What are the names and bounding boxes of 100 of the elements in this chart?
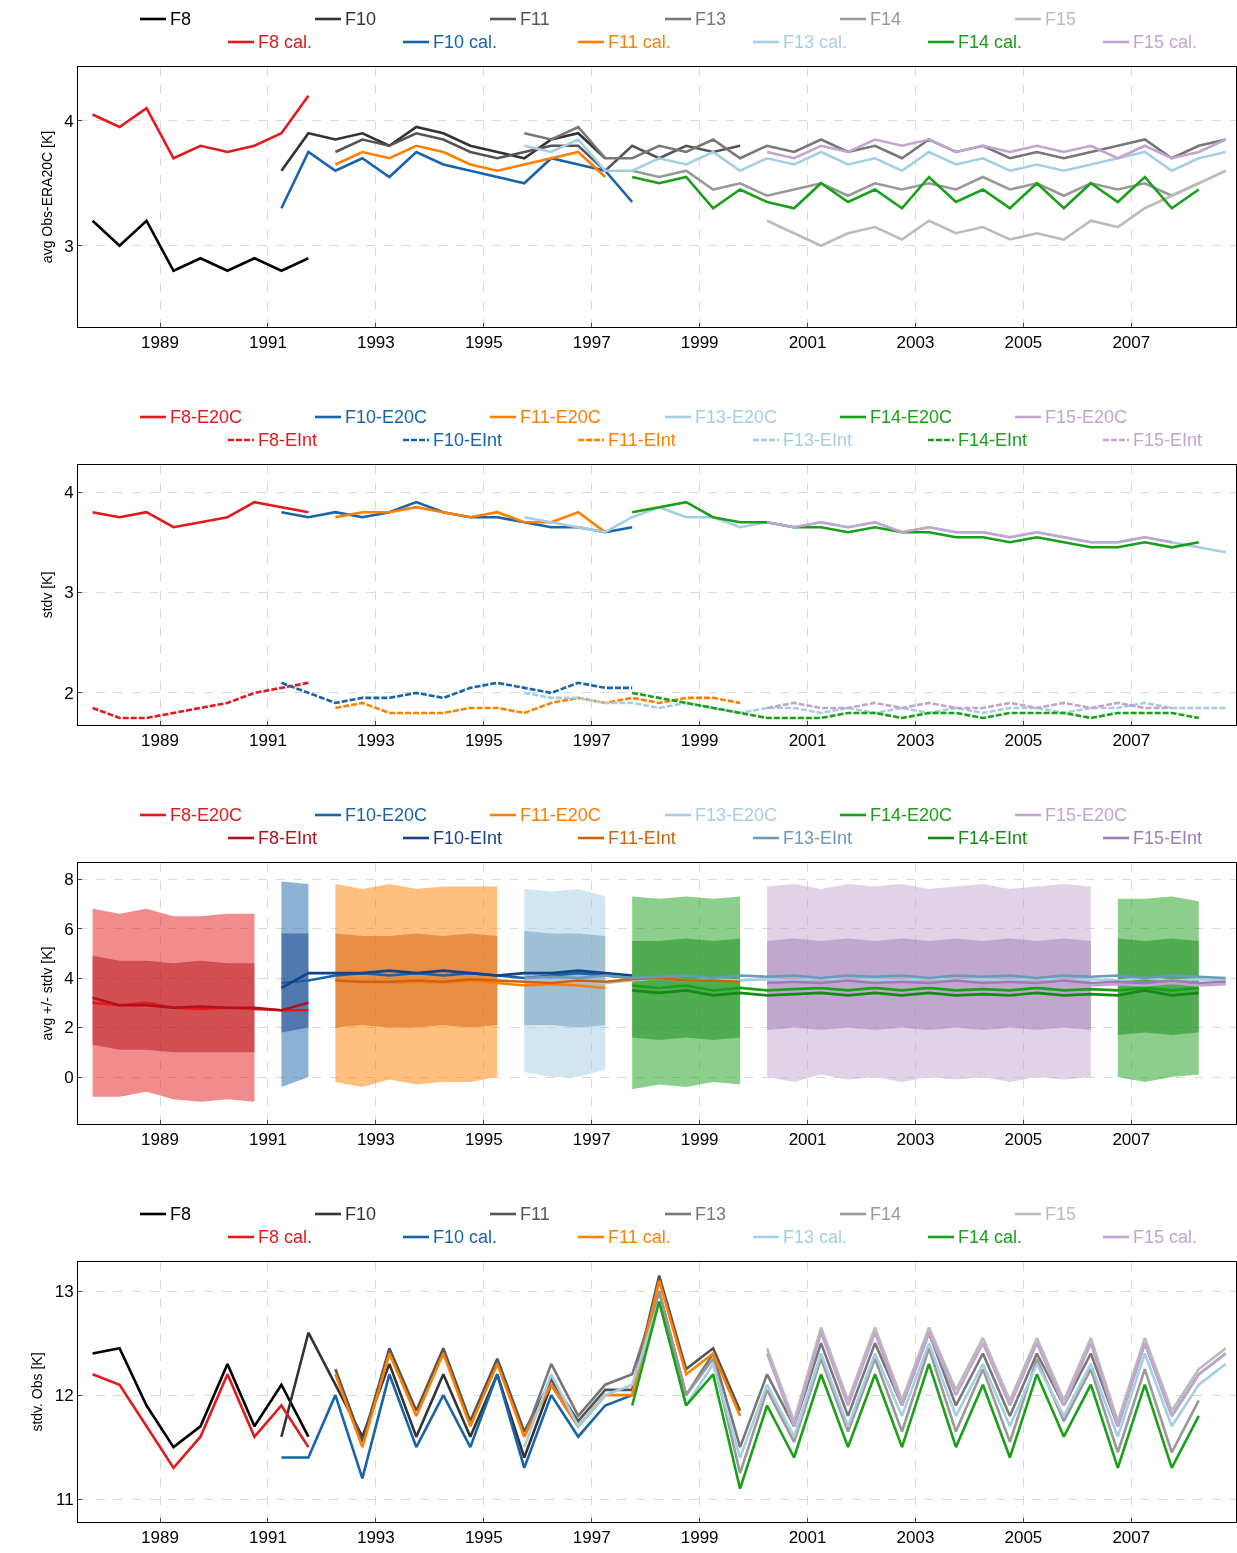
- x-tick-label: 2005: [1004, 333, 1043, 353]
- legend-label: F8: [170, 1204, 192, 1224]
- legend-label: F10-E20C: [345, 407, 428, 427]
- x-tick-label: 2001: [788, 333, 827, 353]
- y-axis-title: avg Obs-ERA20C [K]: [38, 130, 55, 264]
- legend-label: F11-E20C: [520, 407, 601, 427]
- legend-label: F8-E20C: [170, 805, 243, 825]
- y-tick-label: 4: [64, 483, 74, 503]
- x-tick-label: 2003: [896, 333, 935, 353]
- x-tick-label: 1999: [680, 731, 719, 751]
- x-tick-label: 2003: [896, 731, 935, 751]
- legend-label: F10 cal.: [433, 32, 498, 52]
- legend-label: F15: [1045, 9, 1077, 29]
- y-axis-title: stdv [K]: [38, 571, 55, 619]
- legend-label: F10-EInt: [433, 828, 503, 848]
- x-tick-label: 2003: [896, 1130, 935, 1150]
- legend-label: F8-E20C: [170, 407, 243, 427]
- legend-label: F14: [870, 1204, 902, 1224]
- y-axis-title: avg +/- stdv [K]: [38, 946, 55, 1041]
- x-tick-label: 1991: [249, 1528, 287, 1548]
- legend-label: F10 cal.: [433, 1227, 498, 1247]
- legend-label: F10-EInt: [433, 430, 503, 450]
- legend-label: F10-E20C: [345, 805, 428, 825]
- legend-label: F14-EInt: [958, 828, 1028, 848]
- legend-label: F10: [345, 1204, 377, 1224]
- legend-label: F8-EInt: [258, 828, 318, 848]
- legend-label: F13-E20C: [695, 805, 778, 825]
- y-tick-label: 4: [64, 968, 74, 988]
- x-tick-label: 2005: [1004, 1528, 1043, 1548]
- legend-label: F11-E20C: [520, 805, 601, 825]
- legend-label: F8-EInt: [258, 430, 318, 450]
- x-tick-label: 1989: [141, 731, 179, 751]
- legend-label: F11-EInt: [608, 430, 676, 450]
- x-tick-label: 1993: [356, 333, 395, 353]
- legend-label: F15 cal.: [1133, 32, 1198, 52]
- legend-label: F11 cal.: [608, 1227, 671, 1247]
- legend-label: F13-E20C: [695, 407, 778, 427]
- x-tick-label: 1997: [572, 1528, 611, 1548]
- x-tick-label: 1991: [249, 333, 287, 353]
- x-tick-label: 2007: [1112, 1130, 1151, 1150]
- x-tick-label: 1989: [141, 1528, 179, 1548]
- legend-label: F15-EInt: [1133, 828, 1203, 848]
- legend-label: F15: [1045, 1204, 1077, 1224]
- y-tick-label: 3: [64, 583, 74, 603]
- x-tick-label: 1999: [680, 1130, 719, 1150]
- x-tick-label: 1997: [572, 1130, 611, 1150]
- y-tick-label: 8: [64, 870, 74, 890]
- legend-label: F11 cal.: [608, 32, 671, 52]
- legend-label: F13-EInt: [783, 828, 853, 848]
- x-tick-label: 2001: [788, 1130, 827, 1150]
- x-tick-label: 2007: [1112, 1528, 1151, 1548]
- x-tick-label: 1999: [680, 1528, 719, 1548]
- legend-label: F14: [870, 9, 902, 29]
- legend-label: F13 cal.: [783, 32, 848, 52]
- y-tick-label: 6: [64, 919, 74, 939]
- legend-label: F11-EInt: [608, 828, 676, 848]
- y-tick-label: 4: [64, 111, 74, 131]
- x-tick-label: 2005: [1004, 1130, 1043, 1150]
- x-tick-label: 1993: [356, 731, 395, 751]
- y-tick-label: 12: [54, 1386, 74, 1406]
- x-tick-label: 1995: [464, 1130, 503, 1150]
- legend-label: F15-E20C: [1045, 805, 1128, 825]
- legend-label: F13: [695, 1204, 727, 1224]
- legend-label: F13-EInt: [783, 430, 853, 450]
- x-tick-label: 1989: [141, 1130, 179, 1150]
- legend-label: F10: [345, 9, 377, 29]
- x-tick-label: 1991: [249, 731, 287, 751]
- x-tick-label: 2005: [1004, 731, 1043, 751]
- legend-label: F15 cal.: [1133, 1227, 1198, 1247]
- legend-label: F14 cal.: [958, 1227, 1023, 1247]
- x-tick-label: 1989: [141, 333, 179, 353]
- legend-label: F14 cal.: [958, 32, 1023, 52]
- x-tick-label: 1997: [572, 731, 611, 751]
- y-tick-label: 0: [64, 1067, 74, 1087]
- legend-label: F8 cal.: [258, 32, 313, 52]
- y-tick-label: 13: [54, 1282, 74, 1302]
- legend-label: F8 cal.: [258, 1227, 313, 1247]
- legend-label: F13 cal.: [783, 1227, 848, 1247]
- x-tick-label: 1995: [464, 1528, 503, 1548]
- legend-label: F13: [695, 9, 727, 29]
- legend-label: F14-E20C: [870, 805, 953, 825]
- x-tick-label: 1997: [572, 333, 611, 353]
- legend-label: F14-E20C: [870, 407, 953, 427]
- x-tick-label: 2003: [896, 1528, 935, 1548]
- x-tick-label: 2001: [788, 1528, 827, 1548]
- legend-label: F11: [520, 1204, 550, 1224]
- x-tick-label: 1995: [464, 731, 503, 751]
- x-tick-label: 2001: [788, 731, 827, 751]
- x-tick-label: 2007: [1112, 333, 1151, 353]
- legend-label: F14-EInt: [958, 430, 1028, 450]
- x-tick-label: 2007: [1112, 731, 1151, 751]
- x-tick-label: 1993: [356, 1528, 395, 1548]
- x-tick-label: 1991: [249, 1130, 287, 1150]
- legend-label: F15-EInt: [1133, 430, 1203, 450]
- y-tick-label: 3: [64, 236, 74, 256]
- x-tick-label: 1999: [680, 333, 719, 353]
- y-tick-label: 2: [64, 683, 74, 703]
- y-tick-label: 11: [55, 1490, 74, 1510]
- x-tick-label: 1995: [464, 333, 503, 353]
- legend-label: F11: [520, 9, 550, 29]
